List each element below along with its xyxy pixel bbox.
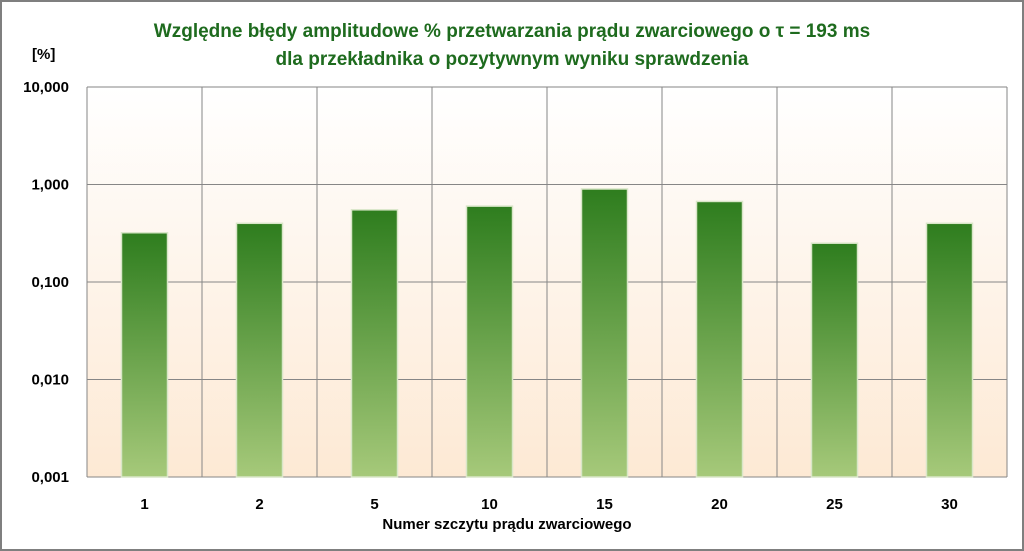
bar-5: [350, 209, 399, 478]
bar-1: [120, 231, 169, 478]
bar-20: [695, 200, 744, 478]
bar-30: [925, 222, 974, 478]
x-tick-label: 30: [941, 496, 958, 513]
bars: [120, 188, 974, 478]
y-tick-label: 0,010: [31, 372, 69, 389]
x-tick-label: 1: [140, 496, 148, 513]
x-tick-label: 10: [481, 496, 498, 513]
y-axis-label: [%]: [32, 46, 55, 63]
bar-10: [465, 205, 514, 478]
y-tick-label: 1,000: [31, 177, 69, 194]
x-tick-label: 20: [711, 496, 728, 513]
x-tick-label: 25: [826, 496, 843, 513]
x-tick-label: 5: [370, 496, 378, 513]
bar-25: [810, 242, 859, 478]
x-tick-label: 2: [255, 496, 263, 513]
x-tick-label: 15: [596, 496, 613, 513]
y-tick-label: 0,100: [31, 274, 69, 291]
x-tick-labels: 1 2 5 10 15 20 25 30: [140, 496, 958, 513]
bar-15: [580, 188, 629, 478]
y-tick-label: 10,000: [23, 79, 69, 96]
bar-2: [235, 222, 284, 478]
x-axis-label: Numer szczytu prądu zwarciowego: [382, 516, 631, 533]
chart-title-line-1: Względne błędy amplitudowe % przetwarzan…: [154, 21, 870, 42]
chart-title-line-2: dla przekładnika o pozytywnym wyniku spr…: [275, 49, 748, 70]
y-tick-labels: 10,000 1,000 0,100 0,010 0,001: [23, 79, 69, 486]
y-tick-label: 0,001: [31, 469, 69, 486]
